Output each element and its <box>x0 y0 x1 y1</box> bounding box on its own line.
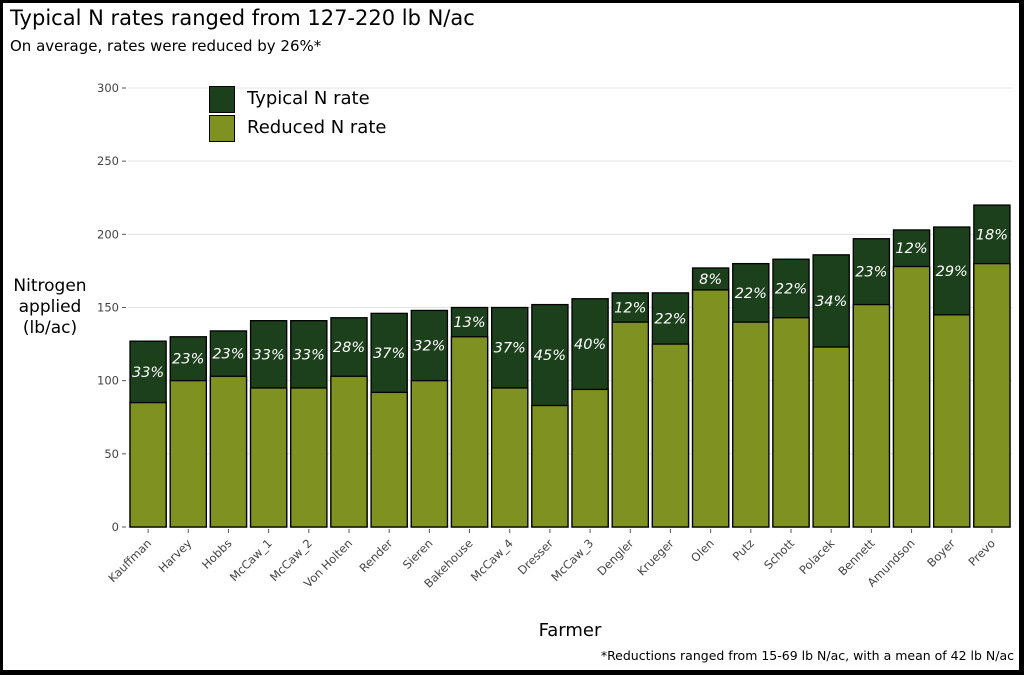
bar-reduction-label: 12% <box>614 301 646 317</box>
x-tick-label: Boyer <box>924 536 958 570</box>
bar-reduction-label: 32% <box>413 339 445 355</box>
bar-reduced <box>732 321 770 528</box>
y-axis-label: Nitrogen applied (lb/ac) <box>13 276 87 338</box>
x-tick-label: Krueger <box>634 536 676 578</box>
y-axis-ticks: 0 50 100 150 200 250 300 <box>97 81 126 534</box>
bar-reduction-label: 22% <box>775 281 807 297</box>
legend-label-typical: Typical N rate <box>247 88 370 109</box>
chart-caption: *Reductions ranged from 15-69 lb N/ac, w… <box>600 648 1014 663</box>
bar-reduction-label: 37% <box>373 346 405 362</box>
bar-reduced <box>209 375 248 528</box>
bar-reduction-label: 8% <box>699 272 722 288</box>
bar-reduced <box>490 387 529 528</box>
bar-reduction-label: 23% <box>855 265 887 281</box>
y-tick-label: 250 <box>97 154 119 168</box>
bar-reduced <box>611 321 650 528</box>
legend-label-reduced: Reduced N rate <box>247 117 387 138</box>
bar-reduced <box>772 317 810 528</box>
chart-subtitle: On average, rates were reduced by 26%* <box>10 37 322 55</box>
legend-swatch-typical <box>209 86 235 113</box>
bar-reduced <box>932 314 971 528</box>
x-tick-label: Hobbs <box>199 536 235 572</box>
x-tick-label: Sieren <box>400 536 436 572</box>
y-tick-label: 200 <box>97 227 119 241</box>
bar-reduced <box>852 303 891 528</box>
y-tick-label: 50 <box>104 447 119 461</box>
bar-reduction-label: 12% <box>895 241 927 257</box>
x-tick-label: Putz <box>730 536 757 563</box>
bar-reduced <box>531 404 569 528</box>
x-tick-label: McCaw_4 <box>468 536 516 584</box>
x-tick-label: Schott <box>761 536 797 572</box>
x-axis-label: Farmer <box>538 620 602 641</box>
bar-reduced <box>812 346 850 528</box>
bar-reduced <box>249 387 288 528</box>
x-tick-label: Prevo <box>965 536 998 569</box>
bar-reduction-label: 13% <box>453 315 485 331</box>
legend-item-reduced: Reduced N rate <box>209 115 449 144</box>
bar-reduction-label: 28% <box>333 340 365 356</box>
bar-reduced <box>370 391 408 528</box>
bar-reduced <box>892 265 931 528</box>
x-tick-label: McCaw_1 <box>227 536 275 584</box>
bar-reduction-label: 34% <box>815 294 847 310</box>
legend: Typical N rate Reduced N rate <box>209 86 449 144</box>
bar-reduction-label: 22% <box>654 311 686 327</box>
bar-reduced <box>330 375 368 528</box>
bar-reduction-label: 23% <box>172 352 204 368</box>
y-tick-label: 150 <box>97 301 119 315</box>
bar-reduced <box>450 336 489 528</box>
bar-reduced <box>691 289 730 528</box>
bar-reduction-label: 33% <box>293 347 325 363</box>
x-tick-label: Kauffman <box>105 536 154 585</box>
bar-reduced <box>973 262 1011 528</box>
bar-reduced <box>169 380 208 528</box>
x-tick-label: Render <box>356 536 395 575</box>
bar-reduction-label: 29% <box>936 264 968 280</box>
x-tick-label: McCaw_3 <box>548 536 596 584</box>
y-tick-label: 100 <box>97 374 119 388</box>
chart-title: Typical N rates ranged from 127-220 lb N… <box>10 6 475 30</box>
x-tick-label: Polacek <box>796 536 837 577</box>
bar-reduction-label: 40% <box>574 337 606 353</box>
bar-reduction-label: 33% <box>132 365 164 381</box>
y-tick-label: 300 <box>97 81 119 95</box>
bar-reduced <box>290 387 328 528</box>
bar-reduction-label: 22% <box>735 286 767 302</box>
y-tick-label: 0 <box>112 520 119 534</box>
bar-reduced <box>410 380 449 528</box>
bar-reduction-label: 23% <box>212 347 244 363</box>
x-tick-label: Olen <box>688 536 717 565</box>
bar-reduced <box>651 343 690 528</box>
legend-swatch-reduced <box>209 115 235 142</box>
bar-reduced <box>571 388 609 528</box>
legend-item-typical: Typical N rate <box>209 86 449 115</box>
bar-reduction-label: 33% <box>253 347 285 363</box>
bar-reduction-label: 18% <box>976 227 1008 243</box>
x-tick-label: Dengler <box>594 536 636 578</box>
x-tick-label: Harvey <box>155 536 194 575</box>
bar-reduced <box>129 401 167 528</box>
bars: 33% 23% 23% 33% 33% 28% 37% 32% 13% 37% 45% 40% 12% 2… <box>129 204 1011 528</box>
bar-reduction-label: 45% <box>534 348 566 364</box>
bar-reduction-label: 37% <box>494 341 526 357</box>
